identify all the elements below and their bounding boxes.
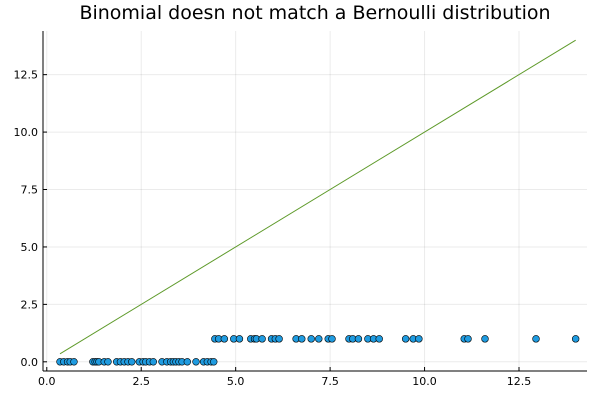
scatter-point-54 bbox=[354, 335, 363, 343]
x-tick-label-2: 5.0 bbox=[227, 375, 245, 388]
y-tick-label-4: 10.0 bbox=[14, 126, 39, 139]
scatter-point-45 bbox=[275, 335, 283, 343]
x-tick-label-1: 2.5 bbox=[132, 375, 150, 388]
x-tick-label-3: 7.5 bbox=[321, 375, 339, 388]
y-tick-label-2: 5.0 bbox=[21, 241, 39, 254]
x-tick-label-0: 0.0 bbox=[38, 375, 56, 388]
scatter-point-47 bbox=[298, 335, 306, 343]
scatter-point-64 bbox=[532, 335, 540, 343]
scatter-point-57 bbox=[375, 335, 383, 343]
scatter-point-36 bbox=[220, 335, 229, 343]
reference-line-layer bbox=[59, 39, 576, 355]
scatter-point-38 bbox=[235, 335, 244, 343]
scatter-points bbox=[56, 335, 580, 366]
scatter-point-33 bbox=[210, 358, 218, 366]
y-tick-label-1: 2.5 bbox=[21, 298, 39, 311]
chart-title: Binomial doesn not match a Bernoulli dis… bbox=[79, 2, 550, 24]
y-tick-label-5: 12.5 bbox=[14, 69, 39, 82]
grid bbox=[43, 31, 587, 371]
scatter-point-60 bbox=[415, 335, 423, 343]
scatter-point-29 bbox=[192, 358, 200, 366]
reference-line bbox=[59, 39, 576, 355]
scatter-point-48 bbox=[307, 335, 315, 343]
scatter-point-28 bbox=[183, 358, 192, 366]
tick-labels: 0.0 2.5 5.0 7.5 10.0 12.5 0.0 2.5 5.0 7.5 10.0 12.5 bbox=[14, 69, 532, 388]
scatter-point-49 bbox=[315, 335, 323, 343]
scatter-point-4 bbox=[70, 358, 78, 366]
x-tick-label-5: 12.5 bbox=[507, 375, 532, 388]
scatter-point-20 bbox=[149, 358, 158, 366]
scatter-point-58 bbox=[401, 335, 410, 343]
axes bbox=[42, 31, 587, 372]
scatter-point-62 bbox=[464, 335, 472, 343]
y-tick-label-3: 7.5 bbox=[21, 184, 39, 197]
scatter-point-63 bbox=[481, 335, 489, 343]
scatter-point-51 bbox=[328, 335, 336, 343]
scatter-point-65 bbox=[571, 335, 580, 343]
scatter-point-42 bbox=[258, 335, 266, 343]
y-tick-label-0: 0.0 bbox=[21, 356, 39, 369]
x-tick-label-4: 10.0 bbox=[412, 375, 437, 388]
scatter-point-10 bbox=[104, 358, 112, 366]
scatter-point-15 bbox=[128, 358, 136, 366]
